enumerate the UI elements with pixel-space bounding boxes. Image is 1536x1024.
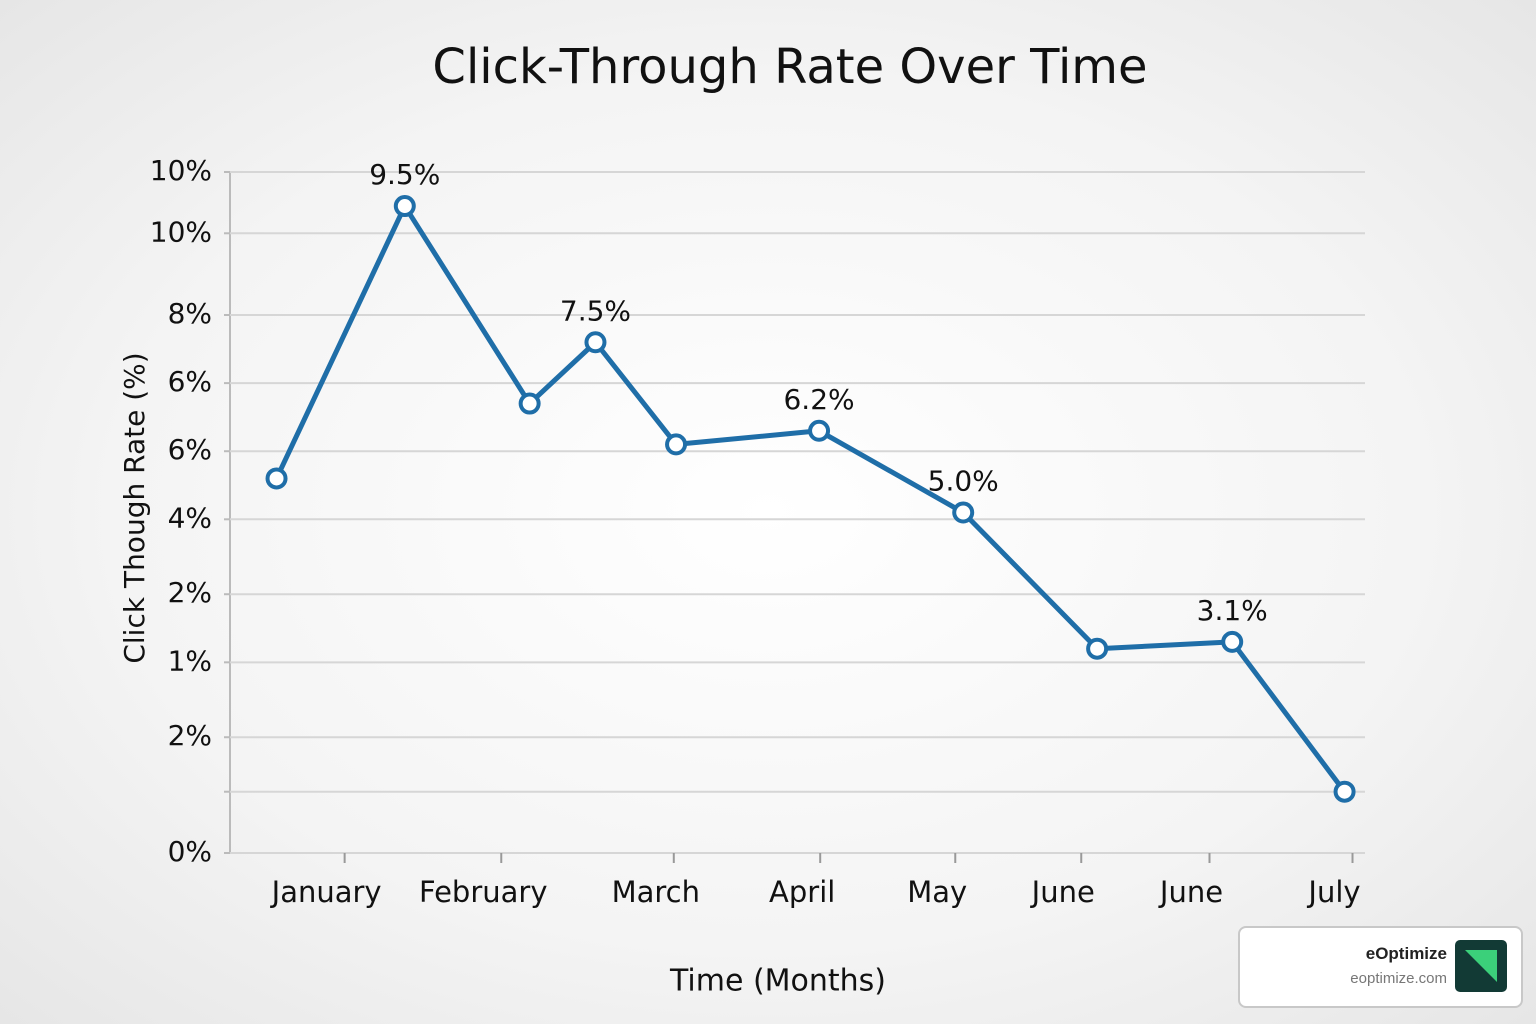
data-point [393, 195, 416, 218]
chart-title: Click-Through Rate Over Time [432, 39, 1147, 95]
data-point [665, 433, 688, 456]
y-tick-label: 6% [168, 433, 212, 466]
data-point [1221, 630, 1244, 653]
x-tick-label: May [907, 875, 967, 909]
icon-shape [1465, 950, 1497, 982]
data-label: 9.5% [369, 158, 440, 191]
badge-url: eoptimize.com [1350, 970, 1447, 987]
x-tick-label: April [769, 875, 835, 909]
x-tick-label: July [1306, 875, 1360, 909]
y-tick-label: 10% [150, 215, 212, 248]
data-label: 6.2% [783, 383, 854, 416]
data-label: 3.1% [1197, 594, 1268, 627]
data-point [518, 392, 541, 415]
x-tick-label: March [612, 875, 700, 909]
y-tick-label: 10% [150, 154, 212, 187]
data-label: 5.0% [928, 465, 999, 498]
y-tick-label: 2% [168, 576, 212, 609]
badge-name: eOptimize [1365, 944, 1447, 963]
data-point [952, 501, 975, 524]
badge-icon [1455, 940, 1507, 992]
x-tick-label: February [419, 875, 548, 909]
y-tick-label: 0% [168, 835, 212, 868]
x-tick-label: June [1158, 875, 1223, 909]
y-tick-label: 2% [168, 719, 212, 752]
data-line [274, 203, 1347, 794]
y-tick-label: 8% [168, 297, 212, 330]
x-tick-label: June [1030, 875, 1095, 909]
y-tick-label: 1% [168, 644, 212, 677]
data-point [584, 331, 607, 354]
y-axis-label: Click Though Rate (%) [118, 352, 151, 663]
x-tick-label: January [270, 875, 382, 909]
data-point [265, 467, 288, 490]
x-axis-label: Time (Months) [669, 964, 886, 999]
y-tick-label: 4% [168, 501, 212, 534]
y-tick-label: 6% [168, 365, 212, 398]
data-label: 7.5% [560, 294, 631, 327]
data-point [1333, 780, 1356, 803]
data-point [1086, 637, 1109, 660]
data-point [808, 419, 831, 442]
badge: eOptimize eoptimize.com [1238, 926, 1523, 1008]
